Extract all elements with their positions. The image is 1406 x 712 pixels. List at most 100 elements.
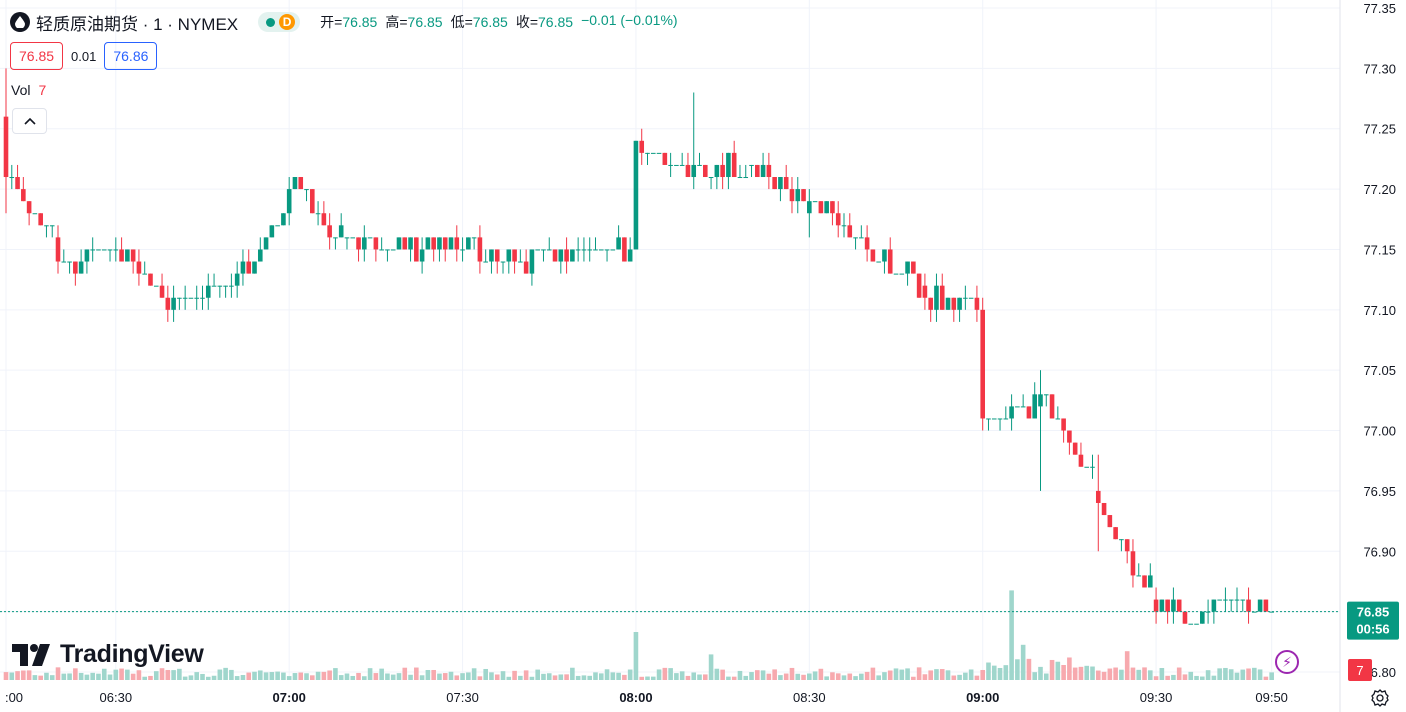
price-axis[interactable]: 77.35 77.30 77.25 77.20 77.15 77.10 77.05 77.00… [1363, 1, 1396, 680]
volume-bar [1142, 667, 1147, 680]
volume-bar [830, 672, 835, 680]
volume-bar [945, 670, 951, 680]
candle-body [448, 237, 454, 250]
candle-body [44, 225, 49, 227]
buy-price-button[interactable]: 76.86 [104, 42, 158, 70]
candle-body [546, 249, 552, 251]
volume-bar [766, 673, 772, 680]
volume-bar [905, 668, 910, 680]
tradingview-logo[interactable]: TradingView [12, 640, 204, 669]
candle-body [1015, 406, 1020, 408]
quote-bar: 76.85 0.01 76.86 [10, 42, 158, 70]
volume-bar [61, 673, 67, 680]
candle-body [1009, 406, 1014, 419]
volume-bar [327, 670, 332, 680]
collapse-legend-button[interactable] [12, 108, 47, 134]
volume-bar [304, 673, 309, 680]
candle-body [3, 116, 9, 178]
sell-price-button[interactable]: 76.85 [10, 42, 64, 70]
volume-bar [1003, 665, 1009, 680]
candle-body [876, 261, 881, 263]
volume-bar [662, 667, 668, 680]
candle-body [182, 297, 188, 299]
volume-bar [864, 671, 870, 680]
volume-bar [593, 672, 598, 680]
volume-bar [755, 670, 760, 680]
volume-bar [737, 670, 743, 680]
volume-bar [726, 676, 731, 680]
candle-body [1043, 394, 1049, 396]
candle-body [807, 201, 812, 214]
candle-body [991, 418, 997, 420]
candle-body [1182, 611, 1188, 624]
volume-bar [442, 673, 448, 680]
volume-bar [691, 672, 697, 680]
candle-body [986, 418, 991, 420]
candle-body [882, 249, 887, 262]
candle-body [1038, 394, 1043, 407]
volume-bar [286, 676, 292, 680]
volume-bar [1107, 668, 1113, 680]
volume-bar [217, 669, 223, 680]
volume-bar [650, 676, 656, 680]
candle-body [1061, 418, 1066, 431]
settings-gear-icon[interactable] [1370, 688, 1390, 708]
volume-bar [448, 671, 454, 680]
candle-body [494, 249, 500, 262]
candle-body [1240, 599, 1246, 601]
candle-body [84, 249, 90, 262]
lightning-icon[interactable]: ⚡ [1275, 650, 1299, 674]
volume-bar [483, 668, 488, 680]
price-tick-label: 77.10 [1363, 303, 1396, 318]
candle-body [899, 273, 905, 275]
candle-body [38, 213, 43, 226]
volume-bar [390, 674, 396, 680]
candle-body [604, 249, 610, 251]
volume-bar [743, 675, 749, 680]
volume-bar [702, 674, 708, 680]
candle-body [257, 249, 263, 262]
volume-bar [749, 672, 754, 680]
volume-bar [78, 672, 84, 680]
candle-body [466, 237, 471, 250]
candle-body [1194, 623, 1199, 625]
candle-body [252, 261, 257, 274]
volume-bar [997, 667, 1003, 680]
candle-body [598, 249, 604, 251]
candle-body [737, 177, 743, 179]
market-status-pill[interactable]: D [258, 12, 301, 32]
candle-body [125, 249, 130, 262]
candle-body [1055, 418, 1061, 420]
volume-bar [211, 675, 217, 680]
candle-body [593, 249, 598, 251]
volume-bar [431, 669, 436, 680]
volume-bar [968, 669, 974, 680]
candle-body [552, 249, 558, 262]
candle-body [835, 213, 841, 226]
volume-bar [778, 675, 783, 680]
volume-bar [298, 672, 304, 680]
volume-bar [315, 671, 321, 680]
ohlc-close: 收=76.85 [515, 14, 574, 30]
volume-bar [622, 674, 627, 680]
volume-bar [414, 667, 419, 680]
candle-body [442, 237, 448, 250]
volume-bar [708, 654, 714, 680]
volume-bar [263, 672, 269, 680]
candle-body [165, 297, 171, 310]
candle-body [269, 225, 275, 238]
symbol-title[interactable]: 轻质原油期货 · 1 · NYMEX [36, 14, 239, 34]
volume-legend[interactable]: Vol 7 [11, 82, 46, 98]
volume-bar [32, 675, 38, 680]
candle-body [622, 237, 627, 262]
volume-bar [627, 669, 633, 680]
volume-bar [720, 669, 725, 680]
volume-bar [373, 673, 379, 680]
candle-body [1153, 599, 1159, 612]
volume-bar [783, 673, 789, 680]
time-axis[interactable]: :00 06:30 07:00 07:30 08:00 08:30 09:00 09:30 09… [5, 690, 1288, 705]
volume-bar [957, 674, 962, 680]
volume-bar [356, 672, 361, 680]
volume-bar [807, 673, 812, 680]
